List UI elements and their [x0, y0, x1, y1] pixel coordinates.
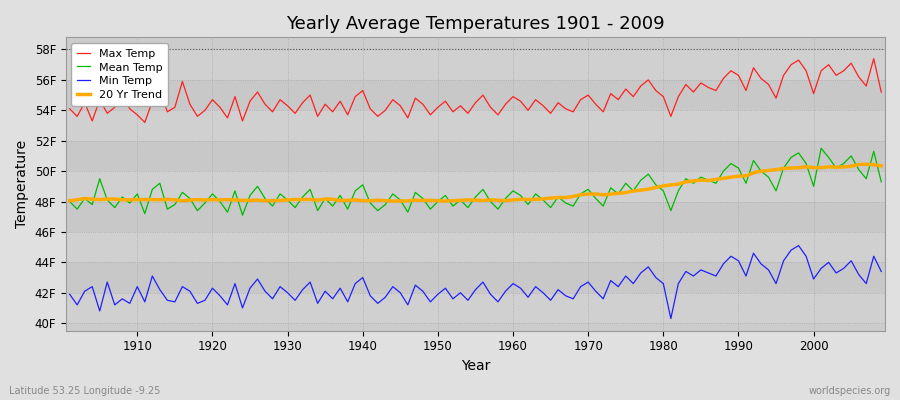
Bar	[66, 141, 885, 171]
20 Yr Trend	[387, 199, 398, 204]
Min Temp	[335, 286, 346, 290]
Max Temp	[876, 90, 886, 94]
Bar	[66, 293, 885, 323]
20 Yr Trend	[606, 192, 616, 196]
Mean Temp	[515, 193, 526, 198]
Max Temp	[606, 91, 616, 96]
20 Yr Trend	[290, 197, 301, 202]
Max Temp	[64, 106, 75, 111]
Min Temp	[508, 281, 518, 286]
Max Temp	[508, 94, 518, 99]
Line: Mean Temp: Mean Temp	[69, 148, 881, 215]
Mean Temp	[64, 199, 75, 204]
Max Temp	[868, 56, 879, 61]
Max Temp	[297, 100, 308, 105]
X-axis label: Year: Year	[461, 359, 491, 373]
Mean Temp	[876, 179, 886, 184]
Bar	[66, 80, 885, 110]
Line: 20 Yr Trend: 20 Yr Trend	[69, 164, 881, 201]
Text: worldspecies.org: worldspecies.org	[809, 386, 891, 396]
Min Temp	[124, 301, 135, 306]
20 Yr Trend	[515, 197, 526, 202]
Min Temp	[598, 296, 608, 301]
Mean Temp	[815, 146, 826, 151]
Max Temp	[515, 99, 526, 104]
Min Temp	[793, 243, 804, 248]
Min Temp	[290, 298, 301, 303]
Bar	[66, 202, 885, 232]
20 Yr Trend	[508, 198, 518, 202]
Min Temp	[665, 316, 676, 321]
Title: Yearly Average Temperatures 1901 - 2009: Yearly Average Temperatures 1901 - 2009	[286, 15, 665, 33]
Bar	[66, 232, 885, 262]
Bar	[66, 262, 885, 293]
20 Yr Trend	[335, 198, 346, 203]
Min Temp	[876, 269, 886, 274]
Min Temp	[500, 289, 511, 294]
Min Temp	[64, 292, 75, 297]
Mean Temp	[297, 194, 308, 199]
20 Yr Trend	[876, 164, 886, 168]
20 Yr Trend	[124, 198, 135, 202]
Mean Temp	[606, 186, 616, 190]
Y-axis label: Temperature: Temperature	[15, 140, 29, 228]
Max Temp	[140, 120, 150, 125]
Max Temp	[342, 112, 353, 117]
Mean Temp	[508, 188, 518, 193]
Bar	[66, 50, 885, 80]
Mean Temp	[342, 207, 353, 212]
Text: Latitude 53.25 Longitude -9.25: Latitude 53.25 Longitude -9.25	[9, 386, 160, 396]
20 Yr Trend	[860, 162, 871, 167]
Mean Temp	[237, 213, 248, 218]
Bar	[66, 110, 885, 141]
Bar	[66, 171, 885, 202]
Line: Max Temp: Max Temp	[69, 59, 881, 122]
Legend: Max Temp, Mean Temp, Min Temp, 20 Yr Trend: Max Temp, Mean Temp, Min Temp, 20 Yr Tre…	[71, 43, 168, 106]
20 Yr Trend	[64, 198, 75, 203]
Mean Temp	[124, 201, 135, 206]
Line: Min Temp: Min Temp	[69, 246, 881, 318]
Max Temp	[124, 106, 135, 111]
